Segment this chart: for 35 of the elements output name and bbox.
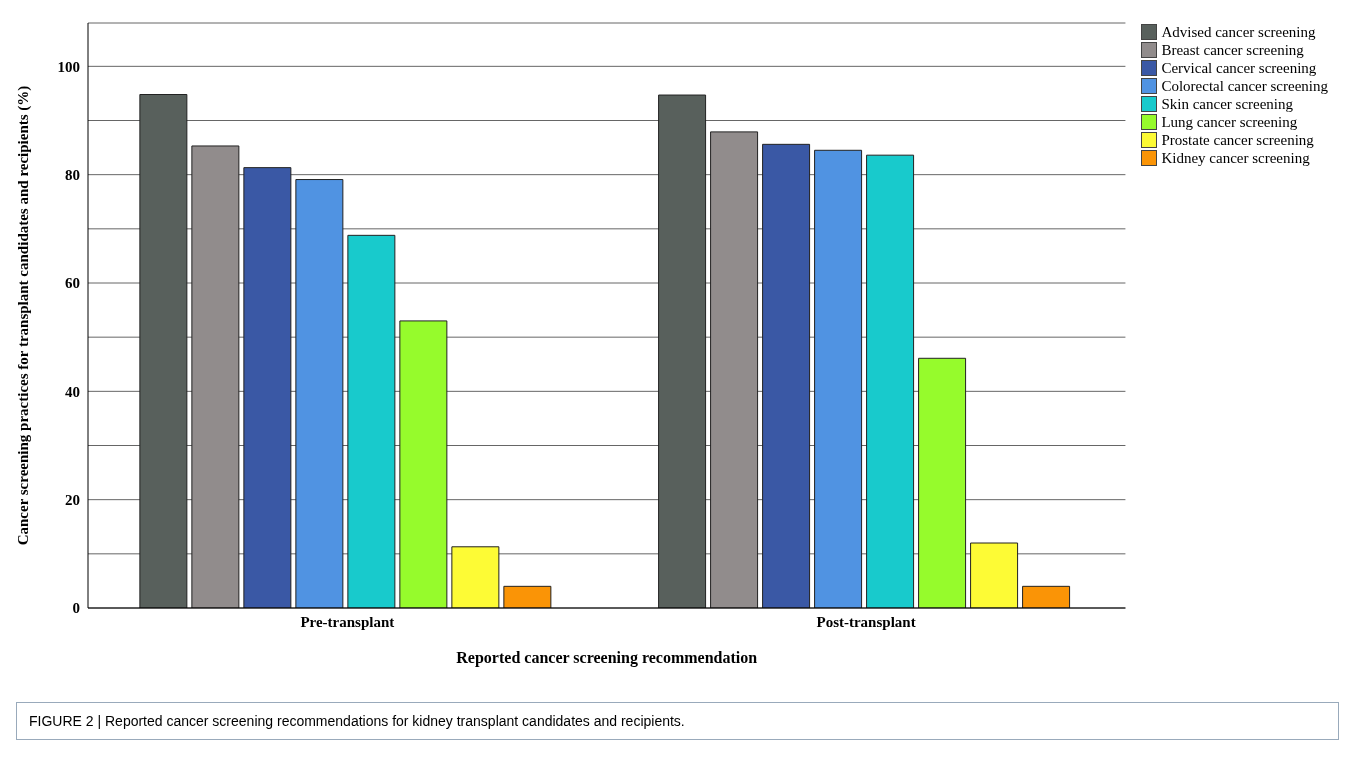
bar — [347, 234, 396, 608]
legend-label: Breast cancer screening — [1161, 41, 1304, 59]
legend-label: Prostate cancer screening — [1161, 131, 1314, 149]
bar — [139, 94, 188, 608]
legend-label: Lung cancer screening — [1161, 113, 1298, 131]
bar — [970, 542, 1019, 608]
bar — [658, 94, 707, 608]
bar — [243, 167, 292, 608]
y-tick-label: 40 — [65, 383, 80, 400]
bar — [710, 131, 759, 608]
caption: FIGURE 2 | Reported cancer screening recommendations for kidney transplant candidates and recipients. — [16, 702, 1339, 740]
legend-label: Cervical cancer screening — [1161, 59, 1317, 77]
y-tick-label: 80 — [65, 166, 80, 183]
y-axis-title: Cancer screening practices for transplant candidates and recipients (%) — [15, 85, 33, 546]
y-tick-label: 0 — [72, 600, 80, 617]
bar — [451, 546, 500, 608]
bar — [918, 357, 967, 608]
y-tick-label: 100 — [57, 58, 80, 75]
legend-label: Skin cancer screening — [1161, 95, 1294, 113]
bar — [295, 179, 344, 608]
legend-label: Advised cancer screening — [1161, 23, 1316, 41]
bar — [814, 149, 863, 608]
y-tick-label: 20 — [65, 491, 80, 508]
y-tick-label: 60 — [65, 275, 80, 292]
bar — [762, 143, 811, 608]
bar — [399, 320, 448, 608]
bar — [191, 145, 240, 608]
x-axis-title: Reported cancer screening recommendation — [456, 649, 758, 667]
x-tick-label: Post-transplant — [816, 613, 916, 630]
x-tick-label: Pre-transplant — [300, 613, 395, 630]
bar — [1022, 585, 1071, 608]
legend-label: Kidney cancer screening — [1161, 149, 1310, 167]
legend-label: Colorectal cancer screening — [1161, 77, 1328, 95]
bar — [866, 154, 915, 608]
bar — [503, 585, 552, 608]
